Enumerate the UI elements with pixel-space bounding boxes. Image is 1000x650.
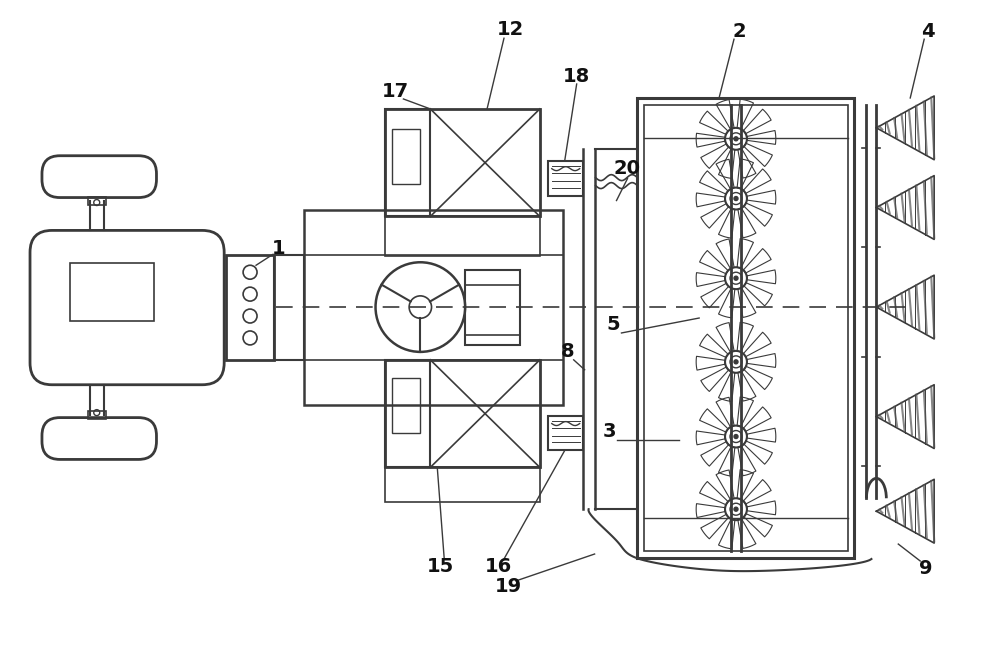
Circle shape xyxy=(725,128,747,150)
Text: 9: 9 xyxy=(919,560,933,578)
Circle shape xyxy=(730,356,742,368)
Circle shape xyxy=(734,507,738,511)
Bar xyxy=(385,109,430,216)
Bar xyxy=(644,105,848,551)
Bar xyxy=(385,360,540,467)
Bar xyxy=(226,255,274,360)
Circle shape xyxy=(734,435,738,439)
Circle shape xyxy=(730,192,742,205)
Text: 18: 18 xyxy=(563,66,590,86)
Circle shape xyxy=(725,188,747,209)
Bar xyxy=(70,263,154,321)
Bar xyxy=(392,129,420,183)
Circle shape xyxy=(725,267,747,289)
Text: 20: 20 xyxy=(614,159,641,178)
Text: 16: 16 xyxy=(484,558,512,577)
Bar xyxy=(385,109,540,216)
Circle shape xyxy=(725,351,747,373)
Text: 3: 3 xyxy=(603,422,616,441)
Text: 8: 8 xyxy=(561,343,575,361)
Bar xyxy=(637,98,854,558)
Text: 19: 19 xyxy=(494,577,522,597)
Text: 12: 12 xyxy=(496,20,524,39)
Circle shape xyxy=(725,426,747,447)
Text: 4: 4 xyxy=(921,21,935,41)
Bar xyxy=(385,216,540,256)
Text: 15: 15 xyxy=(427,558,454,577)
Text: 2: 2 xyxy=(732,21,746,41)
Bar xyxy=(465,270,520,345)
Bar xyxy=(548,415,583,450)
Circle shape xyxy=(730,503,742,515)
Bar xyxy=(385,467,540,502)
Bar xyxy=(88,411,106,419)
Circle shape xyxy=(730,133,742,145)
Bar xyxy=(385,360,430,467)
Text: 17: 17 xyxy=(382,81,409,101)
Circle shape xyxy=(730,272,742,284)
Bar xyxy=(88,196,106,205)
Circle shape xyxy=(734,276,738,280)
Circle shape xyxy=(725,499,747,520)
Circle shape xyxy=(734,196,738,201)
Circle shape xyxy=(734,360,738,364)
Circle shape xyxy=(730,430,742,443)
Text: 5: 5 xyxy=(607,315,620,335)
Bar xyxy=(548,161,583,196)
Bar xyxy=(274,255,304,360)
Text: 1: 1 xyxy=(272,239,286,258)
Bar xyxy=(392,378,420,432)
Circle shape xyxy=(734,136,738,141)
Bar xyxy=(304,211,563,405)
